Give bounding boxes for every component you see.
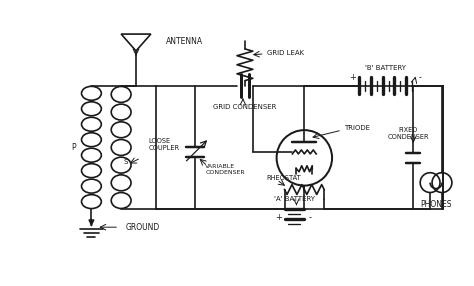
Text: GRID LEAK: GRID LEAK [267,50,304,56]
Text: -: - [309,213,312,222]
Text: LOOSE
COUPLER: LOOSE COUPLER [149,138,180,152]
Text: TRIODE: TRIODE [344,125,370,131]
Text: VARIABLE
CONDENSER: VARIABLE CONDENSER [205,164,245,175]
Text: PHONES: PHONES [420,200,452,209]
Text: -: - [419,73,421,82]
Text: GRID CONDENSER: GRID CONDENSER [213,104,277,110]
Text: +: + [275,213,282,222]
Text: 'B' BATTERY: 'B' BATTERY [365,65,406,71]
Text: P: P [71,144,76,152]
Text: ANTENNA: ANTENNA [166,37,203,47]
Text: FIXED
CONDENSER: FIXED CONDENSER [388,127,429,140]
Text: S: S [124,159,128,165]
Text: GROUND: GROUND [126,223,160,232]
Text: +: + [349,73,356,82]
Text: RHEOSTAT: RHEOSTAT [267,175,301,181]
Text: 'A' BATTERY: 'A' BATTERY [274,196,315,202]
